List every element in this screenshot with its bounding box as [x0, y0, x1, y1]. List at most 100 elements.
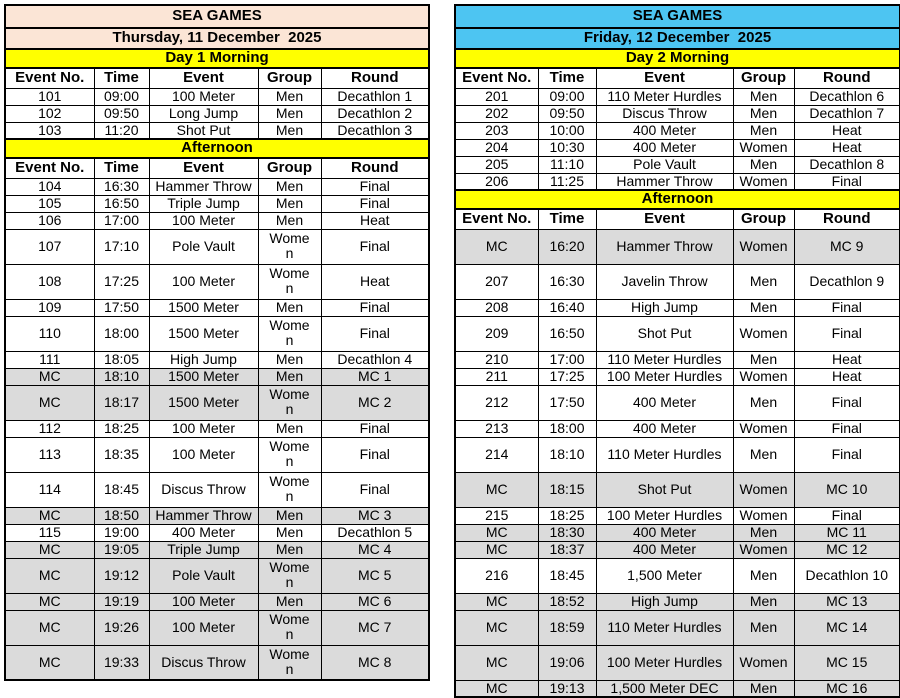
column-header-row: Event No. Time Event Group Round — [4, 157, 430, 179]
cell-time: 16:30 — [537, 263, 597, 300]
col-header-event-no: Event No. — [4, 157, 95, 179]
cell-round: Final — [793, 419, 900, 438]
cell-group: Men — [732, 679, 795, 698]
session-label: Afternoon — [454, 189, 900, 210]
group-text: Men — [275, 593, 304, 609]
cell-event-no: 201 — [454, 87, 539, 106]
cell-round: Heat — [793, 350, 900, 369]
cell-time: 09:50 — [537, 104, 597, 123]
group-text: Men — [749, 524, 778, 540]
col-header-event-no: Event No. — [4, 67, 95, 89]
schedule-row: 103 11:20 Shot Put Men Decathlon 3 — [4, 121, 430, 140]
group-text: Women — [739, 653, 788, 670]
cell-group: Men — [257, 506, 322, 525]
cell-time: 18:45 — [537, 557, 597, 594]
cell-round: Heat — [793, 121, 900, 140]
cell-round: Decathlon 7 — [793, 104, 900, 123]
group-text: Men — [275, 524, 304, 540]
cell-time: 16:20 — [537, 228, 597, 265]
cell-event: 400 Meter — [595, 384, 734, 421]
cell-event: 100 Meter Hurdles — [595, 506, 734, 525]
cell-event-no: 210 — [454, 350, 539, 369]
schedule-row-mc: MC 19:13 1,500 Meter DEC Men MC 16 — [454, 679, 900, 698]
group-text: Women — [269, 386, 310, 418]
cell-group: Women — [732, 419, 795, 438]
cell-event-no: 216 — [454, 557, 539, 594]
cell-round: Decathlon 2 — [320, 104, 430, 123]
table-date-row: Thursday, 11 December 2025 — [4, 27, 430, 50]
cell-round: Final — [793, 436, 900, 473]
group-text: Men — [275, 507, 304, 523]
cell-time: 19:00 — [93, 523, 150, 542]
cell-group: Men — [257, 121, 322, 140]
cell-event: Shot Put — [148, 121, 259, 140]
cell-time: 09:00 — [537, 87, 597, 106]
cell-time: 11:10 — [537, 155, 597, 174]
schedule-row: 203 10:00 400 Meter Men Heat — [454, 121, 900, 140]
cell-group: Men — [732, 350, 795, 369]
cell-time: 16:50 — [93, 194, 150, 213]
cell-round: Decathlon 10 — [793, 557, 900, 594]
schedule-row: 114 18:45 Discus Throw Women Final — [4, 471, 430, 508]
rows-day2-afternoon: MC 16:20 Hammer Throw Women MC 9 207 16:30 Jave… — [454, 228, 900, 698]
group-text: Women — [739, 139, 788, 155]
cell-group: Men — [732, 104, 795, 123]
cell-event: 100 Meter — [148, 436, 259, 473]
schedule-row: 109 17:50 1500 Meter Men Final — [4, 298, 430, 317]
schedule-row-mc: MC 19:19 100 Meter Men MC 6 — [4, 592, 430, 611]
col-header-event-no: Event No. — [454, 208, 539, 230]
cell-event: 1,500 Meter DEC — [595, 679, 734, 698]
schedule-row: 104 16:30 Hammer Throw Men Final — [4, 177, 430, 196]
cell-event: Javelin Throw — [595, 263, 734, 300]
cell-event: 1500 Meter — [148, 315, 259, 352]
schedule-row: 206 11:25 Hammer Throw Women Final — [454, 172, 900, 191]
cell-group: Men — [257, 367, 322, 386]
cell-event-no: MC — [454, 609, 539, 646]
cell-event-no: 101 — [4, 87, 95, 106]
rows-day1-morning: 101 09:00 100 Meter Men Decathlon 1 102 09:50 L… — [4, 87, 430, 140]
cell-event: Pole Vault — [595, 155, 734, 174]
cell-round: Final — [320, 315, 430, 352]
cell-time: 17:25 — [537, 367, 597, 386]
cell-group: Women — [257, 384, 322, 421]
cell-time: 18:50 — [93, 506, 150, 525]
cell-event-no: MC — [454, 644, 539, 681]
schedule-row-mc: MC 16:20 Hammer Throw Women MC 9 — [454, 228, 900, 265]
cell-event-no: MC — [4, 367, 95, 386]
group-text: Men — [749, 593, 778, 609]
group-text: Women — [269, 473, 310, 505]
cell-event-no: 114 — [4, 471, 95, 508]
cell-time: 18:15 — [537, 471, 597, 508]
cell-event-no: MC — [454, 523, 539, 542]
group-text: Men — [275, 420, 304, 436]
cell-event-no: 207 — [454, 263, 539, 300]
schedule-row: 215 18:25 100 Meter Hurdles Women Final — [454, 506, 900, 525]
cell-event: 1500 Meter — [148, 384, 259, 421]
group-text: Men — [275, 105, 304, 121]
cell-event-no: 208 — [454, 298, 539, 317]
cell-group: Women — [732, 228, 795, 265]
schedule-row: 110 18:00 1500 Meter Women Final — [4, 315, 430, 352]
col-header-event: Event — [148, 67, 259, 89]
schedule-row-mc: MC 18:50 Hammer Throw Men MC 3 — [4, 506, 430, 525]
group-text: Women — [269, 559, 310, 591]
cell-round: Final — [320, 436, 430, 473]
column-header-row: Event No. Time Event Group Round — [4, 67, 430, 89]
cell-time: 16:40 — [537, 298, 597, 317]
cell-event: 400 Meter — [595, 138, 734, 157]
cell-event-no: MC — [454, 471, 539, 508]
session-band-morning: Day 1 Morning — [4, 48, 430, 69]
col-header-round: Round — [320, 157, 430, 179]
cell-event-no: 107 — [4, 228, 95, 265]
group-text: Men — [275, 351, 304, 367]
cell-round: MC 4 — [320, 540, 430, 559]
cell-event-no: MC — [454, 540, 539, 559]
group-text: Women — [739, 368, 788, 384]
cell-time: 19:05 — [93, 540, 150, 559]
cell-event-no: MC — [454, 228, 539, 265]
rows-day1-afternoon: 104 16:30 Hammer Throw Men Final 105 16:50 Trip… — [4, 177, 430, 681]
cell-group: Men — [732, 592, 795, 611]
cell-group: Men — [257, 177, 322, 196]
cell-time: 17:50 — [537, 384, 597, 421]
